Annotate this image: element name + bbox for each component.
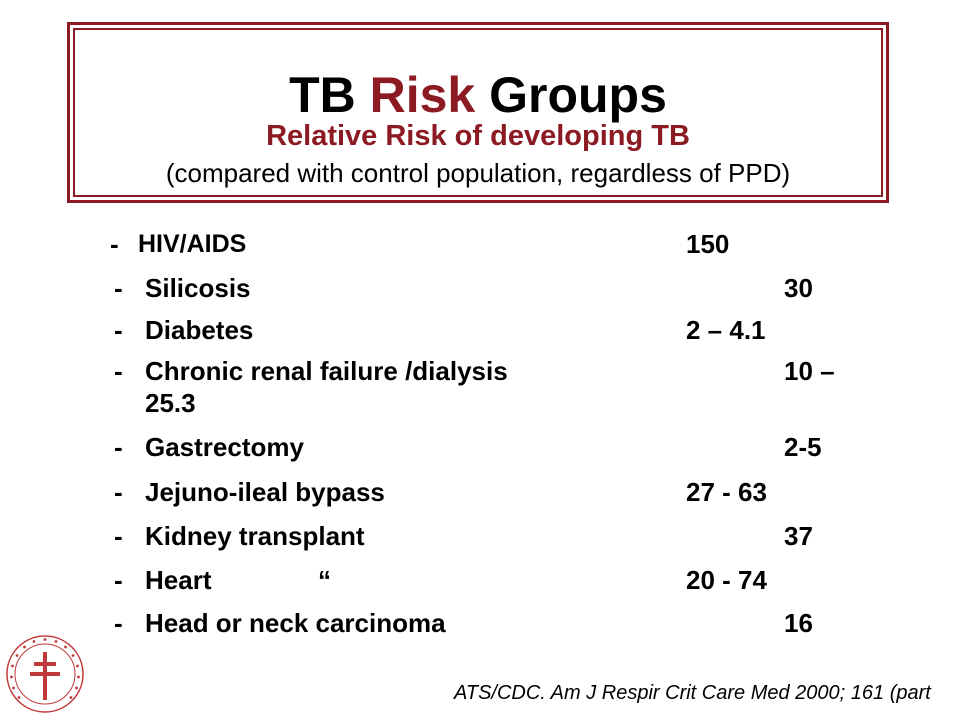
- row-dash: -: [114, 356, 123, 386]
- risk-row-heart: - Heart “ 20 - 74: [0, 561, 960, 599]
- risk-row-diabetes: - Diabetes 2 – 4.1: [0, 311, 960, 349]
- row-label: Chronic renal failure /dialysis: [145, 356, 508, 386]
- row-label: Head or neck carcinoma: [145, 608, 446, 638]
- citation: ATS/CDC. Am J Respir Crit Care Med 2000;…: [454, 682, 931, 704]
- row-label: HIV/AIDS: [138, 230, 247, 258]
- row-value: 2-5: [784, 432, 822, 462]
- row-label: Kidney transplant: [145, 521, 365, 551]
- risk-row-renal: - Chronic renal failure /dialysis 10 –: [0, 352, 960, 390]
- title-box: TB Risk Groups Relative Risk of developi…: [67, 22, 889, 203]
- row-label: Jejuno-ileal bypass: [145, 477, 385, 507]
- row-dash: -: [114, 521, 123, 551]
- row-dash: -: [110, 229, 119, 259]
- risk-row-silicosis: - Silicosis 30: [0, 269, 960, 307]
- row-dash: -: [114, 273, 123, 303]
- risk-row-gastrectomy: - Gastrectomy 2-5: [0, 428, 960, 466]
- title-part-risk: Risk: [369, 67, 476, 123]
- risk-row-bypass: - Jejuno-ileal bypass 27 - 63: [0, 473, 960, 511]
- row-value: 20 - 74: [686, 565, 767, 595]
- row-value: 2 – 4.1: [686, 315, 766, 345]
- row-value: 16: [784, 608, 813, 638]
- slide-title: TB Risk Groups: [70, 65, 886, 125]
- slide-note: (compared with control population, regar…: [165, 158, 791, 188]
- row-value: 150: [686, 229, 730, 259]
- row-dash: -: [114, 432, 123, 462]
- row-label: Gastrectomy: [145, 432, 304, 462]
- row-value: 37: [784, 521, 813, 551]
- slide-subtitle: Relative Risk of developing TB: [266, 120, 690, 152]
- row-dash: -: [114, 477, 123, 507]
- row-value: 30: [784, 273, 813, 303]
- row-value: 10 –: [784, 356, 835, 386]
- row-value: 27 - 63: [686, 477, 767, 507]
- row-value-continued: 25.3: [145, 388, 196, 418]
- risk-row-renal-wrap: 25.3: [0, 384, 960, 422]
- row-label: Silicosis: [145, 273, 251, 303]
- row-label: Heart: [145, 565, 212, 595]
- row-dash: -: [114, 608, 123, 638]
- risk-row-carcinoma: - Head or neck carcinoma 16: [0, 604, 960, 642]
- risk-row-hiv: - HIV/AIDS 150: [0, 225, 960, 263]
- row-label: Diabetes: [145, 315, 254, 345]
- row-ditto-mark: “: [318, 565, 331, 595]
- title-part-groups: Groups: [475, 67, 667, 123]
- row-dash: -: [114, 315, 123, 345]
- title-part-tb: TB: [289, 67, 370, 123]
- row-dash: -: [114, 565, 123, 595]
- risk-row-kidney: - Kidney transplant 37: [0, 517, 960, 555]
- cross-of-lorraine-icon: [6, 635, 84, 713]
